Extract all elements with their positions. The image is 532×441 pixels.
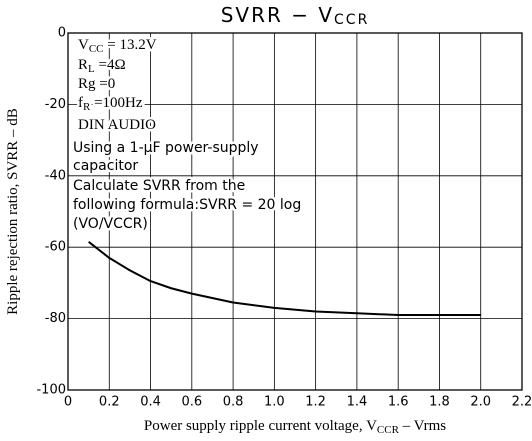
text-part: CCR xyxy=(377,424,400,436)
x-axis-label: Power supply ripple current voltage, VCC… xyxy=(144,418,446,435)
x-tick-label: 0.2 xyxy=(99,395,120,410)
x-tick-label: 1.6 xyxy=(388,395,409,410)
text-part: R xyxy=(83,101,91,113)
x-tick-label: 1.4 xyxy=(347,395,368,410)
y-axis-label: Ripple rejection ratio, SVRR – dB xyxy=(5,108,21,315)
annotation: Using a 1-μF power-supply xyxy=(73,140,259,156)
x-tick-label: 2.0 xyxy=(470,395,491,410)
text-part: Power supply ripple current voltage, V xyxy=(144,418,377,434)
text-part: =4Ω xyxy=(95,57,126,73)
text-part: SVRR − V xyxy=(221,3,334,27)
annotation: DIN AUDIO xyxy=(78,117,156,133)
annotation: following formula:SVRR = 20 log xyxy=(73,197,301,213)
annotation: Rg =0 xyxy=(78,76,115,92)
y-tick-label: -100 xyxy=(36,383,66,398)
text-part: following formula:SVRR = 20 log xyxy=(73,197,301,213)
text-part: V xyxy=(78,37,89,53)
text-part: Calculate SVRR from the xyxy=(73,178,245,194)
text-part: =100Hz xyxy=(90,95,143,111)
text-part: L xyxy=(88,63,95,75)
text-part: f xyxy=(78,95,83,111)
data-line xyxy=(88,241,481,317)
annotation: capacitor xyxy=(73,158,138,174)
text-part: – Vrms xyxy=(399,418,446,434)
x-tick-label: 0.6 xyxy=(181,395,202,410)
text-part: R xyxy=(78,57,88,73)
y-tick-label: -60 xyxy=(45,240,66,255)
text-part: DIN AUDIO xyxy=(78,117,156,133)
text-part: Rg =0 xyxy=(78,76,115,92)
x-tick-label: 0.8 xyxy=(223,395,244,410)
y-tick-label: -80 xyxy=(45,311,66,326)
plot-frame xyxy=(67,32,523,391)
text-part: capacitor xyxy=(73,158,138,174)
annotation: Calculate SVRR from the xyxy=(73,178,245,194)
y-tick-label: -20 xyxy=(45,97,66,112)
text-part: CCR xyxy=(334,12,369,28)
chart-title: SVRR − VCCR xyxy=(221,3,370,29)
text-part: (VO/VCCR) xyxy=(73,216,148,232)
x-tick-label: 1.0 xyxy=(264,395,285,410)
x-tick-label: 2.2 xyxy=(512,395,532,410)
x-tick-label: 1.8 xyxy=(429,395,450,410)
x-tick-label: 0 xyxy=(64,395,72,410)
annotation: VCC = 13.2V xyxy=(78,37,157,54)
text-part: = 13.2V xyxy=(104,37,157,53)
x-tick-label: 1.2 xyxy=(305,395,326,410)
annotation: (VO/VCCR) xyxy=(73,216,148,232)
text-part: Using a 1-μF power-supply xyxy=(73,140,259,156)
annotation: fR =100Hz xyxy=(78,95,143,112)
y-tick-label: -40 xyxy=(45,168,66,183)
text-part: Ripple rejection ratio, SVRR – dB xyxy=(5,108,21,315)
y-tick-label: 0 xyxy=(58,26,66,41)
x-tick-label: 0.4 xyxy=(140,395,161,410)
text-part: CC xyxy=(89,43,104,55)
annotation: RL =4Ω xyxy=(78,57,126,74)
